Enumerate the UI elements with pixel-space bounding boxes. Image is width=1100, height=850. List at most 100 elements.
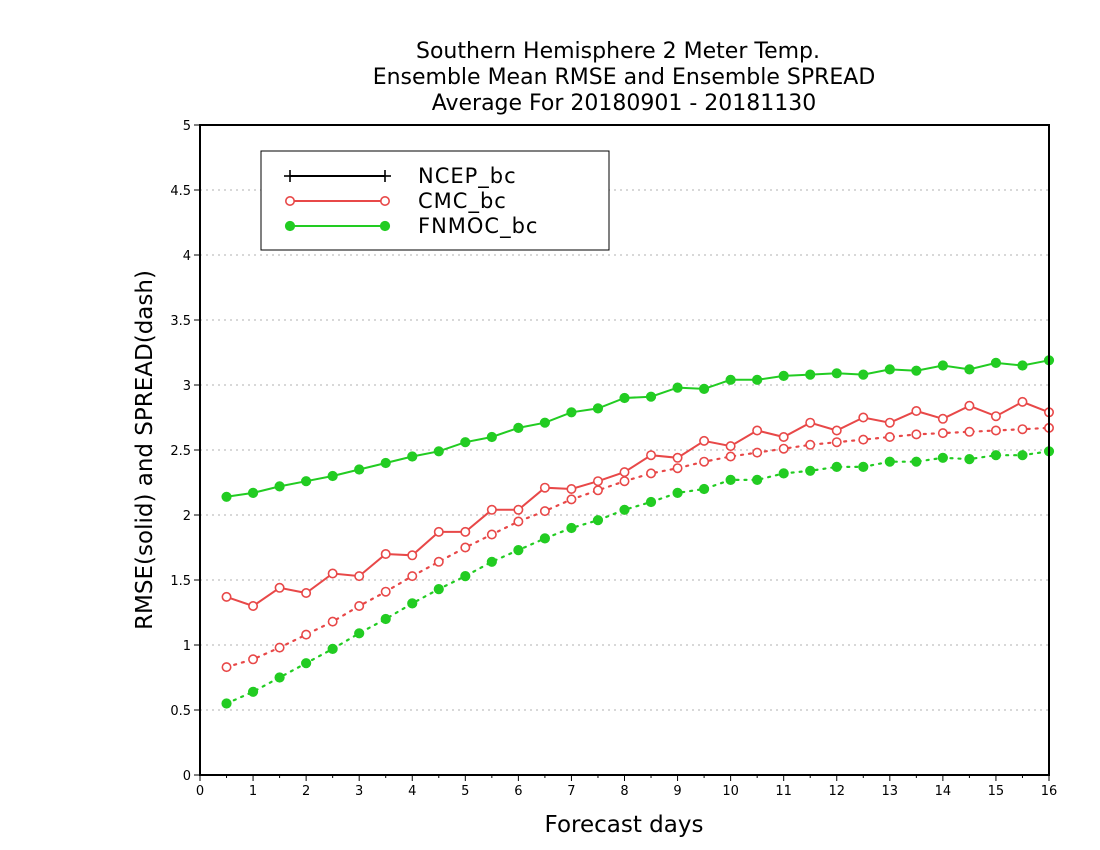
series-FNMOC_bc-spread-point xyxy=(645,496,657,508)
series-CMC_bc-rmse-point xyxy=(1017,396,1028,407)
series-CMC_bc-spread-point xyxy=(486,529,497,540)
series-CMC_bc-spread-point xyxy=(380,586,391,597)
series-FNMOC_bc-rmse-point xyxy=(937,360,948,371)
series-CMC_bc-spread-point xyxy=(990,425,1001,436)
series-CMC_bc-rmse-point xyxy=(672,452,683,463)
series-FNMOC_bc-rmse-point xyxy=(566,407,577,418)
chart-title-line-3: Average For 20180901 - 20181130 xyxy=(432,91,817,116)
series-FNMOC_bc xyxy=(221,355,1055,709)
chart-title-line-2: Ensemble Mean RMSE and Ensemble SPREAD xyxy=(373,65,876,90)
legend-label-FNMOC_bc: FNMOC_bc xyxy=(418,214,538,239)
series-CMC_bc-spread-point xyxy=(433,556,444,567)
series-CMC_bc-rmse-point xyxy=(592,476,603,487)
series-FNMOC_bc-rmse-point xyxy=(460,437,471,448)
series-CMC_bc-spread-point xyxy=(327,616,338,627)
y-tick-label: 5 xyxy=(183,119,191,134)
y-tick-label: 3.5 xyxy=(170,314,191,329)
series-FNMOC_bc-spread-point xyxy=(858,461,869,472)
series-FNMOC_bc-spread-point xyxy=(354,628,365,639)
series-FNMOC_bc-rmse-point xyxy=(911,365,922,376)
series-CMC_bc-rmse-point xyxy=(407,550,418,561)
series-FNMOC_bc-rmse-point xyxy=(619,392,630,404)
series-CMC_bc-spread-point xyxy=(964,426,975,437)
x-tick-label: 6 xyxy=(514,784,522,799)
x-tick-label: 7 xyxy=(567,784,575,799)
series-FNMOC_bc-spread-point xyxy=(805,465,816,476)
series-CMC_bc-rmse-point xyxy=(778,431,789,442)
series-FNMOC_bc-spread-point xyxy=(486,556,497,567)
series-FNMOC_bc-spread-point xyxy=(911,456,922,467)
legend-label-NCEP_bc: NCEP_bc xyxy=(418,164,517,189)
series-CMC_bc-rmse-point xyxy=(380,548,391,559)
y-tick-label: 0 xyxy=(183,769,191,784)
y-tick-label: 2 xyxy=(183,509,191,524)
series-FNMOC_bc-spread-point xyxy=(539,533,551,544)
legend-marker-NCEP_bc xyxy=(379,170,391,182)
series-CMC_bc xyxy=(221,396,1055,673)
series-FNMOC_bc-spread-point xyxy=(592,515,604,526)
legend-marker-CMC_bc xyxy=(284,196,295,207)
chart-title-line-1: Southern Hemisphere 2 Meter Temp. xyxy=(416,39,820,64)
x-tick-label: 11 xyxy=(775,784,792,799)
series-CMC_bc-rmse-point xyxy=(566,483,577,494)
x-tick-label: 16 xyxy=(1041,784,1058,799)
series-CMC_bc-spread-point xyxy=(858,434,869,445)
y-tick-label: 1 xyxy=(183,639,191,654)
series-FNMOC_bc-spread-point xyxy=(566,522,577,534)
series-CMC_bc-rmse-point xyxy=(884,417,895,428)
series-CMC_bc-spread-point xyxy=(937,428,948,439)
series-CMC_bc-spread-point xyxy=(884,431,895,442)
series-FNMOC_bc-rmse-point xyxy=(964,364,975,375)
series-CMC_bc-spread-point xyxy=(354,600,365,611)
y-tick-label: 0.5 xyxy=(170,704,191,719)
series-CMC_bc-spread-point xyxy=(274,642,285,653)
series-CMC_bc-rmse-point xyxy=(858,412,869,423)
series-FNMOC_bc-spread-point xyxy=(778,468,789,479)
x-tick-label: 5 xyxy=(461,784,469,799)
x-tick-label: 4 xyxy=(408,784,416,799)
series-FNMOC_bc-spread-point xyxy=(380,613,391,625)
series-CMC_bc-rmse-point xyxy=(327,568,338,579)
legend-marker-CMC_bc xyxy=(379,196,390,207)
legend-marker-FNMOC_bc xyxy=(379,220,391,232)
series-CMC_bc-spread-point xyxy=(592,485,603,496)
series-FNMOC_bc-rmse-point xyxy=(645,391,657,402)
series-CMC_bc-rmse-point xyxy=(513,504,524,515)
x-tick-label: 15 xyxy=(988,784,1005,799)
series-FNMOC_bc-spread-point xyxy=(460,571,471,582)
series-FNMOC_bc-rmse-point xyxy=(433,446,444,457)
series-FNMOC_bc-spread-point xyxy=(672,487,683,498)
series-CMC_bc-spread-point xyxy=(248,654,259,665)
x-tick-label: 0 xyxy=(196,784,204,799)
x-tick-label: 14 xyxy=(935,784,952,799)
series-CMC_bc-spread-point xyxy=(672,463,683,474)
series-FNMOC_bc-spread-point xyxy=(831,461,842,472)
series-FNMOC_bc-rmse-point xyxy=(725,374,736,385)
x-tick-label: 10 xyxy=(722,784,739,799)
series-FNMOC_bc-rmse-point xyxy=(778,370,789,381)
series-FNMOC_bc-spread-point xyxy=(990,450,1002,461)
series-FNMOC_bc-rmse-point xyxy=(805,369,816,380)
series-FNMOC_bc-spread-point xyxy=(407,598,418,609)
series-FNMOC_bc-rmse-point xyxy=(752,374,763,385)
series-CMC_bc-rmse-point xyxy=(831,425,842,436)
series-CMC_bc-rmse-point xyxy=(486,504,497,515)
series-CMC_bc-spread-point xyxy=(407,571,418,582)
series-CMC_bc-rmse-point xyxy=(248,600,259,611)
series-CMC_bc-spread-point xyxy=(460,542,471,553)
chart-title: Southern Hemisphere 2 Meter Temp. Ensemb… xyxy=(373,39,876,116)
series-FNMOC_bc-rmse-point xyxy=(592,403,604,414)
y-tick-label: 4 xyxy=(183,249,191,264)
y-axis-ticks: 0 0.5 1 1.5 2 2.5 3 3.5 4 4.5 5 xyxy=(170,119,200,784)
series-FNMOC_bc-rmse-line xyxy=(226,359,1050,498)
y-tick-label: 1.5 xyxy=(170,574,191,589)
series-FNMOC_bc-spread-line xyxy=(225,450,1051,705)
series-FNMOC_bc-spread-point xyxy=(937,452,948,463)
series-FNMOC_bc-rmse-point xyxy=(1017,360,1028,371)
series-CMC_bc-rmse-point xyxy=(301,587,312,598)
series-FNMOC_bc-rmse-point xyxy=(407,451,418,462)
series-CMC_bc-rmse-point xyxy=(911,405,922,416)
series-CMC_bc-rmse-point xyxy=(937,413,948,424)
